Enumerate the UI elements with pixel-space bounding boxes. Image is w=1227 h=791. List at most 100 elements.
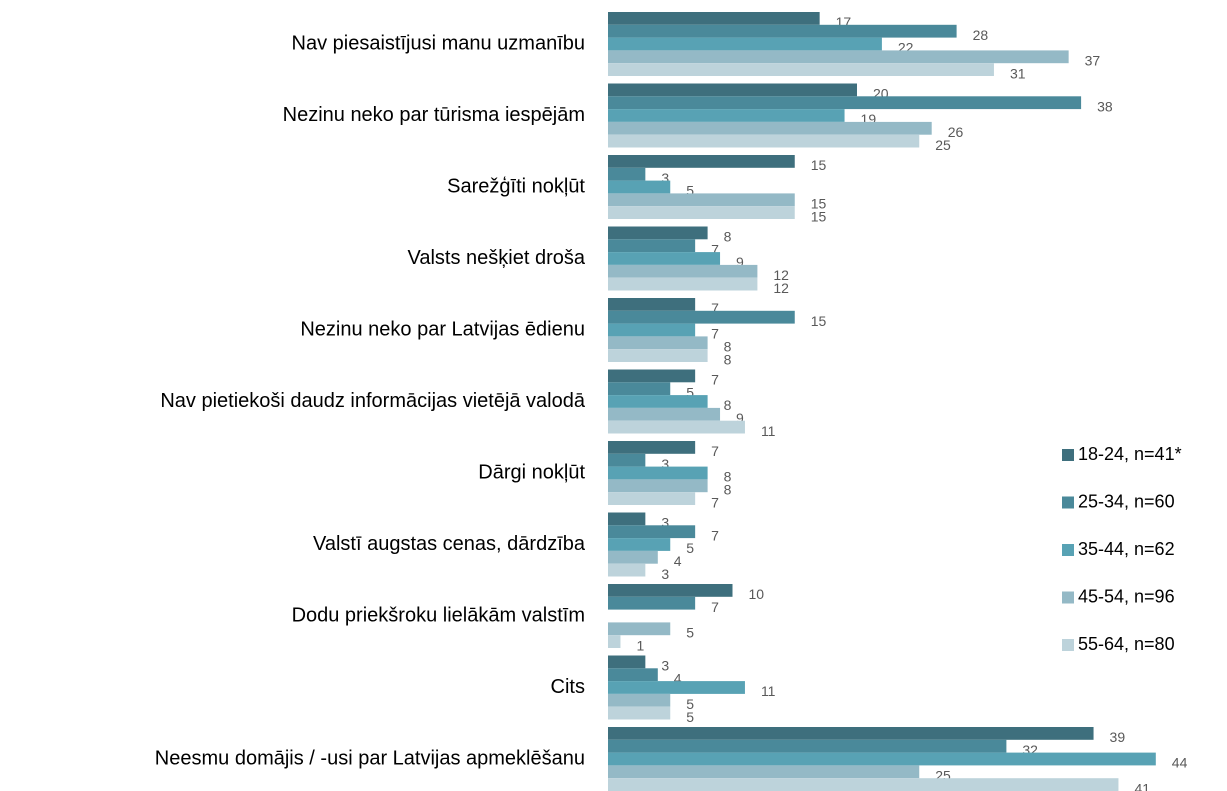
value-label: 7 [711, 372, 719, 388]
bar [608, 37, 882, 51]
bar [608, 349, 708, 362]
bar [608, 550, 658, 564]
bar [608, 277, 758, 291]
value-label: 8 [724, 482, 732, 498]
bar [608, 765, 920, 779]
value-label: 9 [736, 410, 744, 426]
category-label: Sarežģīti nokļūt [447, 175, 585, 197]
value-label: 5 [686, 183, 694, 199]
value-label: 1 [636, 637, 644, 653]
value-label: 10 [749, 586, 765, 602]
value-label: 8 [724, 397, 732, 413]
value-label: 7 [711, 599, 719, 615]
value-label: 3 [661, 515, 669, 531]
bar [608, 63, 994, 76]
bar [608, 298, 696, 311]
bar [608, 310, 795, 324]
value-label: 39 [1110, 729, 1126, 745]
value-label: 44 [1172, 755, 1188, 771]
bar [608, 655, 646, 669]
value-label: 5 [686, 625, 694, 641]
bar [608, 369, 696, 383]
bar [608, 50, 1069, 64]
bar [608, 525, 696, 539]
value-label: 31 [1010, 65, 1026, 81]
value-label: 5 [686, 384, 694, 400]
bar [608, 492, 696, 505]
legend-swatch [1062, 544, 1074, 556]
category-label: Neesmu domājis / -usi par Latvijas apmek… [155, 747, 585, 769]
bar [608, 226, 708, 240]
value-label: 3 [661, 658, 669, 674]
bar [608, 778, 1119, 791]
bar [608, 323, 696, 337]
bar [608, 668, 658, 682]
category-label: Cits [551, 676, 585, 698]
bar [608, 121, 932, 135]
bar [608, 395, 708, 408]
legend-swatch [1062, 639, 1074, 651]
bar [608, 239, 696, 253]
category-label: Nezinu neko par Latvijas ēdienu [300, 318, 585, 340]
bar [608, 538, 671, 551]
value-label: 5 [686, 709, 694, 725]
legend-label: 25-34, n=60 [1078, 491, 1175, 511]
legend-swatch [1062, 496, 1074, 509]
bar [608, 336, 708, 350]
bar [608, 453, 646, 467]
bar [608, 693, 671, 707]
value-label: 41 [1134, 780, 1150, 791]
value-label: 12 [773, 280, 789, 296]
category-label: Nav piesaistījusi manu uzmanību [292, 32, 585, 54]
legend-label: 45-54, n=96 [1078, 586, 1175, 606]
value-label: 7 [711, 326, 719, 342]
bar [608, 167, 646, 181]
bar [608, 563, 646, 577]
value-label: 9 [736, 254, 744, 270]
value-label: 7 [711, 443, 719, 459]
bar [608, 407, 721, 421]
value-label: 12 [773, 267, 789, 283]
bar [608, 466, 708, 480]
value-label: 5 [686, 540, 694, 556]
bar [608, 24, 957, 38]
bar [608, 739, 1007, 753]
value-label: 8 [724, 469, 732, 485]
value-label: 15 [811, 157, 827, 173]
value-label: 15 [811, 313, 827, 329]
value-label: 3 [661, 170, 669, 186]
bar [608, 706, 671, 720]
bar [608, 96, 1082, 110]
value-label: 11 [761, 683, 776, 699]
bar [608, 83, 857, 97]
value-label: 8 [724, 339, 732, 355]
category-label: Valstī augstas cenas, dārdzība [313, 533, 586, 555]
bar [608, 622, 671, 636]
value-label: 3 [661, 566, 669, 582]
value-label: 15 [811, 208, 827, 224]
value-label: 7 [711, 494, 719, 510]
bar [608, 752, 1156, 766]
value-label: 25 [935, 137, 951, 153]
category-label: Valsts nešķiet droša [408, 247, 586, 269]
legend-label: 35-44, n=62 [1078, 539, 1175, 559]
value-label: 7 [711, 527, 719, 543]
value-label: 38 [1097, 98, 1113, 114]
bar [608, 635, 621, 648]
legend-label: 18-24, n=41* [1078, 444, 1182, 464]
legend-label: 55-64, n=80 [1078, 634, 1175, 654]
value-label: 5 [686, 696, 694, 712]
bar [608, 681, 745, 694]
value-label: 28 [973, 27, 989, 43]
bar [608, 382, 671, 396]
value-label: 37 [1085, 53, 1101, 69]
bar [608, 252, 721, 265]
value-label: 7 [711, 300, 719, 316]
bar [608, 134, 920, 148]
bar [608, 12, 820, 25]
category-label: Nav pietiekoši daudz informācijas vietēj… [160, 390, 586, 412]
bar [608, 727, 1094, 740]
legend-swatch [1062, 449, 1074, 461]
